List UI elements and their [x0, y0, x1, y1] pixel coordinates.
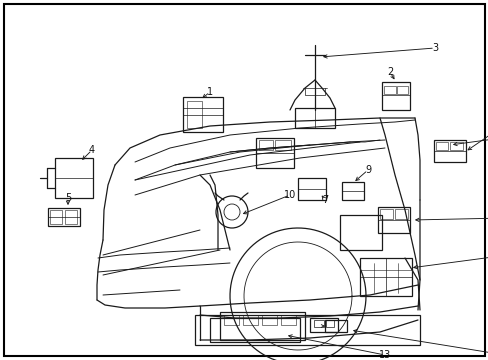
Bar: [243, 315, 258, 325]
Bar: [50, 210, 62, 224]
Bar: [274, 140, 290, 150]
Text: 9: 9: [364, 165, 370, 175]
Bar: [309, 318, 337, 332]
Bar: [381, 82, 409, 110]
Bar: [359, 258, 411, 296]
Bar: [195, 315, 419, 345]
Text: 2: 2: [386, 67, 392, 77]
Text: 5: 5: [65, 193, 71, 203]
Text: 7: 7: [321, 195, 327, 205]
Bar: [262, 315, 276, 325]
Bar: [383, 86, 395, 94]
Bar: [339, 215, 381, 250]
Bar: [325, 320, 346, 332]
Bar: [183, 97, 223, 132]
Bar: [294, 108, 334, 128]
Bar: [325, 320, 333, 327]
Text: 4: 4: [89, 145, 95, 155]
Bar: [256, 138, 293, 168]
Bar: [377, 207, 409, 233]
Bar: [313, 320, 324, 327]
Bar: [259, 140, 272, 150]
Text: 1: 1: [206, 87, 213, 97]
Text: 13: 13: [378, 350, 390, 360]
Bar: [396, 86, 407, 94]
Bar: [65, 210, 77, 224]
Bar: [449, 142, 462, 150]
Bar: [341, 182, 363, 200]
Bar: [281, 315, 295, 325]
Text: 10: 10: [284, 190, 296, 200]
Bar: [186, 101, 202, 128]
Bar: [297, 178, 325, 200]
Text: 3: 3: [431, 43, 437, 53]
Bar: [48, 208, 80, 226]
Bar: [55, 158, 93, 198]
Bar: [433, 140, 465, 162]
Bar: [379, 209, 392, 219]
Bar: [394, 209, 407, 219]
Bar: [209, 318, 299, 342]
Bar: [435, 142, 447, 150]
Bar: [220, 312, 305, 340]
Bar: [224, 315, 239, 325]
